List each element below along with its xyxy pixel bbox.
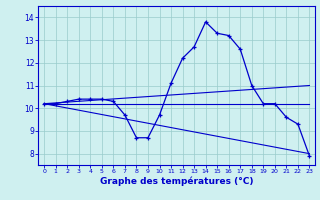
X-axis label: Graphe des températures (°C): Graphe des températures (°C) bbox=[100, 177, 253, 186]
